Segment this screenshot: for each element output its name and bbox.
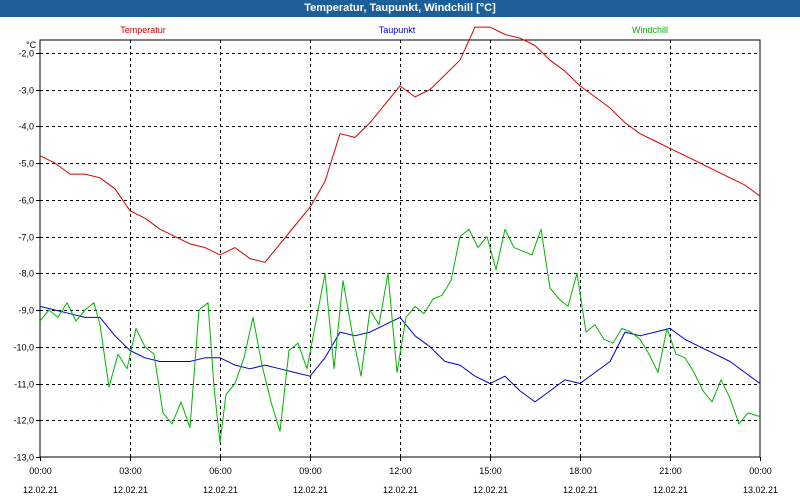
series-layer: [39, 26, 761, 443]
legend: Temperatur Taupunkt Windchill: [120, 25, 668, 35]
x-tick-date-label: 12.02.21: [113, 485, 148, 495]
y-tick-label: -10,0: [13, 343, 34, 353]
x-tick-date-label: 12.02.21: [653, 485, 688, 495]
x-tick-date-label: 12.02.21: [563, 485, 598, 495]
window-title: Temperatur, Taupunkt, Windchill [°C]: [0, 0, 800, 17]
x-tick-time-label: 09:00: [299, 466, 322, 476]
x-tick-time-label: 15:00: [479, 466, 502, 476]
y-tick-label: -11,0: [14, 380, 34, 390]
y-tick-label: -12,0: [13, 416, 34, 426]
x-axis: 00:00 12.02.21 03:00 12.02.21 06:00 12.02.21 0…: [23, 457, 778, 495]
legend-temperatur: Temperatur: [120, 25, 166, 35]
legend-windchill: Windchill: [632, 25, 668, 35]
x-tick-date-label: 12.02.21: [473, 485, 508, 495]
y-tick-label: -7,0: [18, 233, 34, 243]
series-line-taupunkt: [39, 305, 761, 403]
x-tick-time-label: 00:00: [749, 466, 772, 476]
x-tick-date-label: 12.02.21: [23, 485, 58, 495]
series-line-windchill: [39, 228, 761, 443]
y-tick-label: -8,0: [18, 269, 34, 279]
y-tick-label: -2,0: [18, 49, 34, 59]
x-tick-time-label: 12:00: [389, 466, 412, 476]
y-tick-label: -4,0: [18, 122, 34, 132]
x-tick-date-label: 12.02.21: [383, 485, 418, 495]
series-line-temperatur: [39, 26, 761, 263]
chart-area: -2,0 -3,0 -4,0 -5,0 -6,0 -7,0 -8,0 -9,0 -10,0 -11…: [13, 25, 778, 495]
x-tick-time-label: 06:00: [209, 466, 232, 476]
y-tick-label: -3,0: [18, 86, 34, 96]
x-tick-time-label: 00:00: [29, 466, 52, 476]
y-axis: -2,0 -3,0 -4,0 -5,0 -6,0 -7,0 -8,0 -9,0 -10,0 -11…: [13, 49, 40, 463]
x-tick-date-label: 13.02.21: [743, 485, 778, 495]
x-tick-time-label: 21:00: [659, 466, 682, 476]
y-tick-label: -13,0: [13, 453, 34, 463]
x-tick-date-label: 12.02.21: [293, 485, 328, 495]
grid: [40, 40, 760, 457]
y-tick-label: -5,0: [18, 159, 34, 169]
y-axis-label: °C: [26, 40, 37, 50]
x-tick-time-label: 03:00: [119, 466, 142, 476]
x-tick-date-label: 12.02.21: [203, 485, 238, 495]
legend-taupunkt: Taupunkt: [379, 25, 416, 35]
y-tick-label: -6,0: [18, 196, 34, 206]
x-tick-time-label: 18:00: [569, 466, 592, 476]
y-tick-label: -9,0: [18, 306, 34, 316]
